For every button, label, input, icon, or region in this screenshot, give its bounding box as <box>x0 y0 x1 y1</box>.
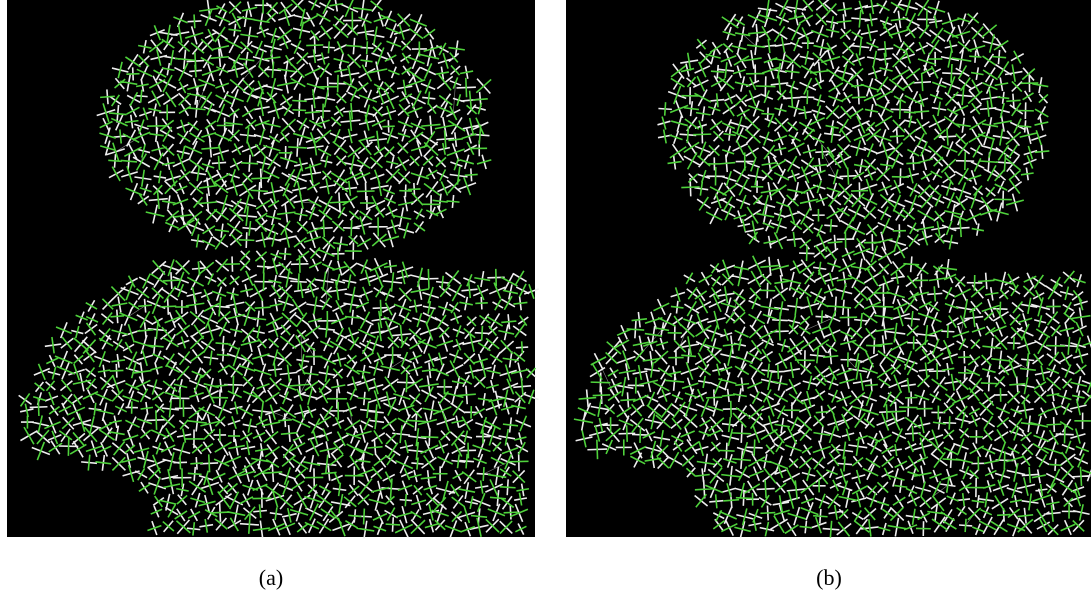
figure: (a) (b) <box>0 0 1091 602</box>
mesh-panel <box>7 0 539 538</box>
figure-page: (a) (b) <box>0 0 1091 602</box>
panel-caption: (b) <box>816 565 842 590</box>
panel-caption: (a) <box>259 565 283 590</box>
mesh-panel <box>566 0 1091 538</box>
panel-background <box>566 0 1091 537</box>
